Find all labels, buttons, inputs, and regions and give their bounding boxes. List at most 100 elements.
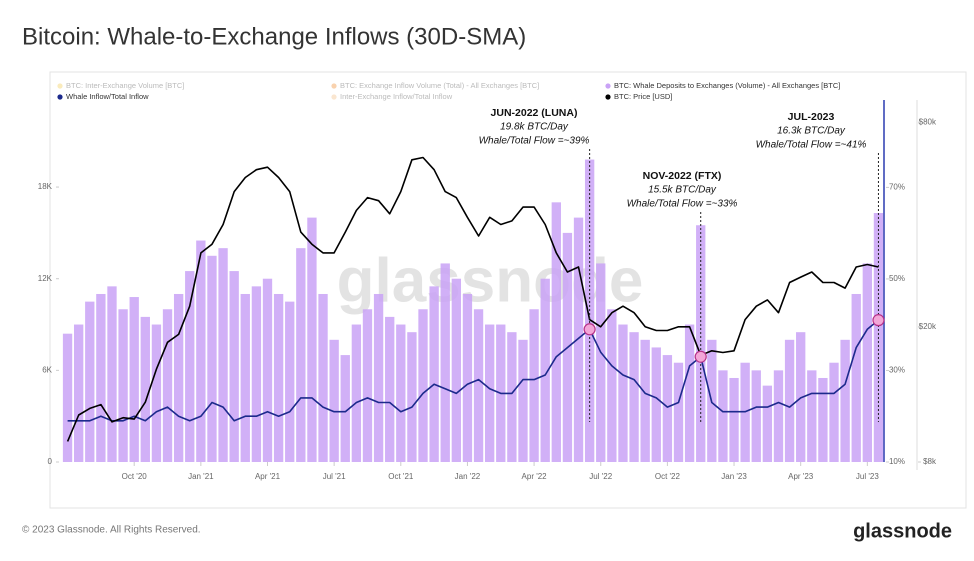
bar (251, 286, 262, 462)
bar (429, 286, 439, 462)
bar (518, 339, 528, 462)
y2-tick-label: 30% (889, 366, 905, 375)
bar (762, 385, 773, 462)
chart-title: Bitcoin: Whale-to-Exchange Inflows (30D-… (22, 23, 526, 50)
y2-tick-label: 10% (889, 457, 905, 466)
logo: glassnode (853, 520, 952, 542)
bar (307, 217, 317, 462)
bar (196, 240, 206, 462)
y3-tick-label: $80k (919, 117, 937, 126)
bar (718, 370, 728, 462)
x-tick-label: Oct '21 (388, 472, 414, 481)
x-tick-label: Oct '22 (655, 472, 681, 481)
bar (862, 263, 873, 462)
legend-swatch (57, 83, 63, 89)
annotation-marker (694, 350, 707, 363)
bar (684, 324, 695, 462)
x-tick-label: Jan '22 (455, 472, 481, 481)
bar (440, 263, 450, 462)
y-tick-label: 0 (48, 457, 53, 466)
bar (373, 293, 384, 462)
bar (118, 309, 128, 462)
bar (784, 339, 795, 462)
bar (85, 301, 95, 462)
bar (696, 225, 706, 462)
x-tick-label: Jul '23 (856, 472, 879, 481)
annotation-text: 15.5k BTC/Day (648, 185, 717, 196)
y2-tick-label: 50% (889, 274, 905, 283)
bar (451, 278, 462, 462)
bar (507, 332, 517, 462)
bar (618, 324, 628, 462)
y3-tick-label: $8k (923, 457, 937, 466)
bar (173, 293, 184, 462)
x-tick-label: Apr '22 (522, 472, 548, 481)
bar (273, 293, 284, 462)
bar (96, 293, 106, 462)
bar (807, 370, 817, 462)
line (67, 319, 879, 422)
bar (462, 293, 473, 462)
bar (607, 309, 617, 462)
bar (640, 339, 650, 462)
bar (329, 339, 339, 462)
legend-label: Whale Inflow/Total Inflow (66, 92, 149, 101)
bar (162, 309, 173, 462)
bar (418, 309, 428, 462)
y-tick-label: 18K (38, 182, 53, 191)
bar (629, 332, 639, 462)
bar (573, 217, 584, 462)
bar (840, 339, 850, 462)
chart-frame (49, 71, 967, 509)
y-tick-label: 6K (42, 365, 52, 374)
bar (218, 248, 228, 462)
bar (751, 370, 761, 462)
bar (107, 286, 117, 462)
legend-label: BTC: Exchange Inflow Volume (Total) - Al… (340, 81, 539, 90)
annotation-text: Whale/Total Flow =~39% (479, 136, 590, 147)
x-tick-label: Jan '23 (721, 472, 747, 481)
bar (351, 324, 362, 462)
annotation-text: 16.3k BTC/Day (777, 126, 846, 137)
bar (396, 324, 406, 462)
bar (773, 370, 784, 462)
x-tick-label: Jan '21 (188, 472, 214, 481)
bar (207, 255, 217, 462)
bar (140, 316, 150, 462)
bar (829, 362, 839, 462)
bar (651, 347, 661, 462)
bar (362, 309, 373, 462)
bar (473, 309, 484, 462)
bar (296, 248, 306, 462)
bar (540, 278, 550, 462)
bar (151, 324, 162, 462)
annotation-text: Whale/Total Flow =~41% (756, 140, 867, 151)
bar (229, 271, 239, 462)
x-tick-label: Apr '23 (788, 472, 814, 481)
bar (240, 293, 250, 462)
y3-tick-label: $20k (919, 322, 937, 331)
annotation-text: 19.8k BTC/Day (500, 122, 569, 133)
bar (185, 271, 195, 462)
bar (73, 324, 84, 462)
y2-tick-label: 70% (889, 183, 905, 192)
annotation-title: JUN-2022 (LUNA) (491, 107, 578, 119)
x-tick-label: Jul '22 (589, 472, 612, 481)
legend-label: BTC: Whale Deposits to Exchanges (Volume… (614, 81, 840, 90)
bar (729, 377, 739, 462)
bar (285, 301, 295, 462)
bar (662, 355, 673, 462)
bar (62, 333, 73, 462)
legend-label: Inter-Exchange Inflow/Total Inflow (340, 92, 453, 101)
bar (673, 362, 684, 462)
bar (851, 293, 861, 462)
bar (262, 278, 273, 462)
bar (385, 316, 395, 462)
legend-swatch (331, 83, 337, 89)
annotation-marker (583, 323, 596, 336)
bar (340, 355, 350, 462)
x-tick-label: Oct '20 (122, 472, 148, 481)
annotation-title: NOV-2022 (FTX) (643, 170, 722, 182)
bar (818, 377, 828, 462)
